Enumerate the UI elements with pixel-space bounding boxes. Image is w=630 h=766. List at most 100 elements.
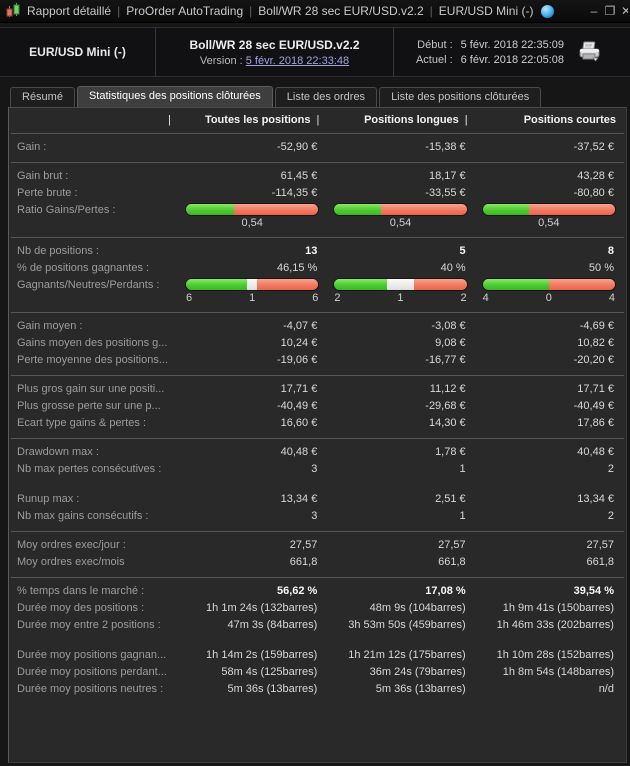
tab-stats-positions-cloturees[interactable]: Statistiques des positions clôturées	[76, 86, 273, 107]
table-section: Drawdown max : 40,48 € 1,78 € 40,48 € Nb max…	[11, 442, 624, 528]
printer-icon[interactable]	[578, 41, 602, 63]
red-bar-segment	[413, 279, 467, 290]
tab-bar: Résumé Statistiques des positions clôturé…	[0, 85, 630, 107]
neutral-bar-segment	[387, 279, 414, 290]
table-section: Gain brut : 61,45 € 18,17 € 43,28 € Perte br…	[11, 166, 624, 234]
bar-caption-value: 6	[312, 292, 319, 304]
cell-value: 1h 9m 41s (150barres)	[502, 602, 614, 614]
cell-value: -15,38 €	[425, 141, 466, 153]
red-bar-segment	[380, 204, 467, 215]
green-bar-segment	[186, 279, 248, 290]
column-header: Positions courtes	[476, 111, 624, 130]
row-label: % de positions gagnantes :	[17, 262, 150, 274]
ratio-bar	[482, 204, 615, 215]
bar-caption-value: 1	[249, 292, 256, 304]
maximize-button[interactable]: ❐	[604, 4, 616, 18]
minimize-button[interactable]: –	[590, 4, 598, 18]
cell-value: 58m 4s (125barres)	[221, 666, 318, 678]
bar-caption: 2 1 2	[334, 290, 466, 306]
bar-caption-value: 6	[186, 292, 193, 304]
cell-value: 17,86 €	[577, 417, 614, 429]
table-row: Durée moy des positions : 1h 1m 24s (132b…	[11, 600, 624, 617]
bar-caption-value: 4	[482, 292, 489, 304]
cell-value: 47m 3s (84barres)	[227, 619, 318, 631]
cell-value: 10,24 €	[280, 337, 318, 349]
row-label: Durée moy entre 2 positions :	[17, 619, 161, 631]
cell-value: -40,49 €	[276, 400, 318, 412]
green-bar-segment	[482, 279, 549, 290]
cell-value: -114,35 €	[271, 187, 318, 199]
separator	[11, 312, 624, 313]
cell-value: -19,06 €	[276, 354, 318, 366]
cell-value: 1	[459, 510, 466, 522]
neutral-bar-segment	[247, 279, 258, 290]
cell-value: 9,08 €	[435, 337, 466, 349]
title-part: EUR/USD Mini (-)	[438, 4, 534, 18]
bar-caption-value: 0,54	[241, 217, 263, 229]
cell-value: 13,34 €	[577, 493, 614, 505]
cell-value: 1h 8m 54s (148barres)	[502, 666, 614, 678]
bar-caption-value: 0,54	[538, 217, 560, 229]
row-label: Runup max :	[17, 493, 80, 505]
separator	[11, 237, 624, 238]
row-label: Perte brute :	[17, 187, 78, 199]
version-date-link[interactable]: 5 févr. 2018 22:33:48	[245, 54, 350, 67]
strategy-cell: Boll/WR 28 sec EUR/USD.v2.2 Version : 5 …	[156, 28, 394, 76]
table-section: Plus gros gain sur une positi... 17,71 € 1…	[11, 379, 624, 435]
cell-value: 1h 10m 28s (152barres)	[496, 649, 614, 661]
tab-liste-ordres[interactable]: Liste des ordres	[274, 87, 378, 107]
row-label: Perte moyenne des positions...	[17, 354, 169, 366]
table-row: Gagnants/Neutres/Perdants : 6 1 6 2 1 2 4 0 4	[11, 277, 624, 306]
title-separator: |	[249, 4, 253, 18]
cell-value: 1h 14m 2s (159barres)	[206, 649, 318, 661]
table-row: Ecart type gains & pertes : 16,60 € 14,30 …	[11, 415, 624, 432]
table-row: % temps dans le marché : 56,62 % 17,08 % 39…	[11, 583, 624, 600]
ratio-bar-cell: 2 1 2	[327, 277, 475, 306]
cell-value: -80,80 €	[573, 187, 614, 199]
cell-value: 40,48 €	[280, 446, 318, 458]
table-row: Moy ordres exec/mois 661,8 661,8 661,8	[11, 554, 624, 571]
tab-resume[interactable]: Résumé	[10, 87, 75, 107]
table-section: Gain moyen : -4,07 € -3,08 € -4,69 € Gains m…	[11, 316, 624, 372]
table-row: Runup max : 13,34 € 2,51 € 13,34 €	[11, 491, 624, 508]
column-separator: |	[168, 114, 171, 126]
cell-value: 2	[607, 463, 614, 475]
start-label: Début :	[417, 38, 453, 51]
cell-value: 13,34 €	[280, 493, 318, 505]
date-range: Début : 5 févr. 2018 22:35:09 Actuel : 6…	[416, 39, 564, 66]
cell-value: -40,49 €	[573, 400, 614, 412]
cell-value: 50 %	[588, 262, 614, 274]
cell-value: 17,08 %	[425, 585, 466, 597]
cell-value: 17,71 €	[280, 383, 318, 395]
cell-value: -37,52 €	[573, 141, 614, 153]
ratio-bar	[186, 279, 319, 290]
row-label: Plus gros gain sur une positi...	[17, 383, 165, 395]
table-row: Gains moyen des positions g... 10,24 € 9,0…	[11, 335, 624, 352]
table-row: Perte moyenne des positions... -19,06 € -1…	[11, 352, 624, 369]
cell-value: 16,60 €	[280, 417, 318, 429]
bar-caption-value: 2	[334, 292, 341, 304]
table-row: Gain : -52,90 € -15,38 € -37,52 €	[11, 139, 624, 156]
column-header-label: Toutes les positions	[204, 114, 311, 126]
green-bar-segment	[186, 204, 234, 215]
column-separator: |	[316, 114, 320, 126]
row-label: Durée moy positions perdant...	[17, 666, 167, 678]
bar-caption: 4 0 4	[483, 290, 615, 306]
bar-caption-value: 0	[545, 292, 552, 304]
close-button[interactable]: ✕	[620, 4, 628, 18]
cell-value: 17,71 €	[577, 383, 614, 395]
title-part: ProOrder AutoTrading	[126, 4, 244, 18]
table-row: Drawdown max : 40,48 € 1,78 € 40,48 €	[11, 444, 624, 461]
title-separator: |	[429, 4, 433, 18]
bar-caption-value: 2	[460, 292, 467, 304]
title-part: Boll/WR 28 sec EUR/USD.v2.2	[258, 4, 424, 18]
cell-value: 2,51 €	[435, 493, 466, 505]
cell-value: 3	[311, 463, 318, 475]
title-bar: Rapport détaillé | ProOrder AutoTrading | Bo…	[0, 0, 630, 23]
report-header: EUR/USD Mini (-) Boll/WR 28 sec EUR/USD.…	[0, 27, 630, 77]
tab-liste-positions-cloturees[interactable]: Liste des positions clôturées	[379, 87, 542, 107]
row-label: Gain :	[17, 141, 47, 153]
red-bar-segment	[257, 279, 319, 290]
ratio-bar-cell: 0,54	[476, 202, 624, 231]
table-row: Durée moy positions gagnan... 1h 14m 2s (…	[11, 647, 624, 664]
